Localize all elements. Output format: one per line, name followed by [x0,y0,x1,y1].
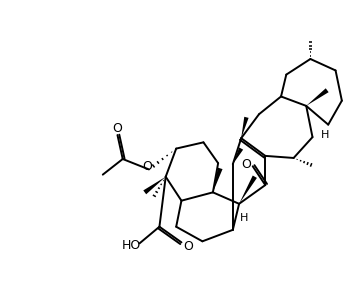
Text: O: O [112,122,122,135]
Text: O: O [142,160,152,173]
Text: H: H [321,130,329,140]
Polygon shape [233,148,243,164]
Text: O: O [183,240,193,253]
Polygon shape [213,168,223,192]
Text: HO: HO [122,239,141,252]
Polygon shape [239,176,257,204]
Text: O: O [241,158,251,171]
Polygon shape [306,88,329,106]
Text: H: H [240,213,249,223]
Polygon shape [241,117,249,138]
Polygon shape [143,177,166,194]
